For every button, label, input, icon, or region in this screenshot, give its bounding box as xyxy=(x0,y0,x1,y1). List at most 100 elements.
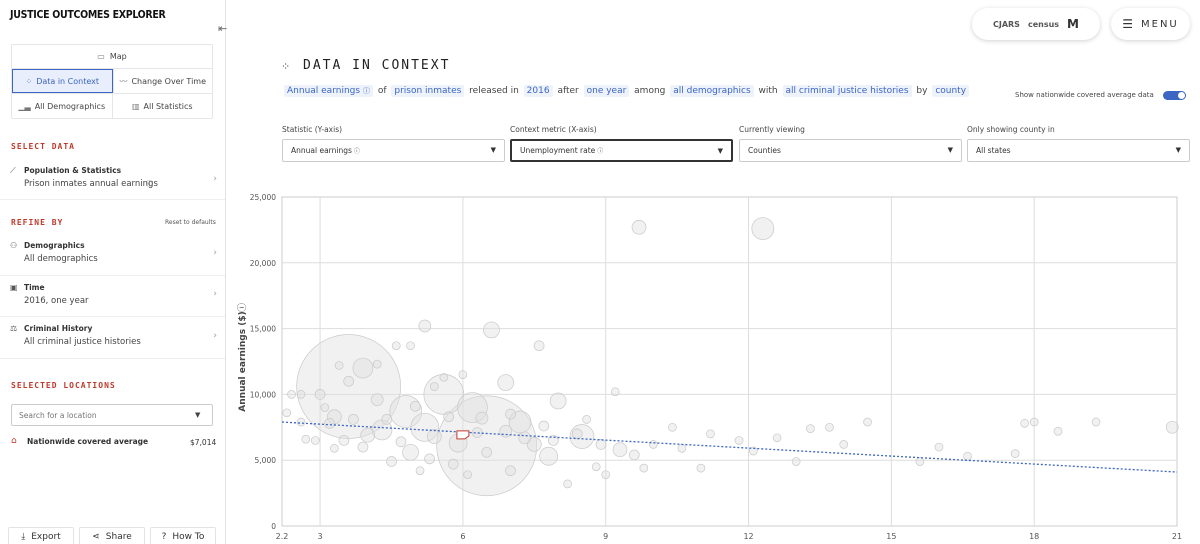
data-point xyxy=(424,453,435,465)
data-point xyxy=(409,400,421,412)
data-point xyxy=(352,357,374,379)
location-search-input[interactable] xyxy=(11,404,213,426)
state-filter-select[interactable]: All states ▼ xyxy=(967,139,1190,162)
export-button[interactable]: ⤓ Export xyxy=(8,527,74,544)
year-chip[interactable]: 2016 xyxy=(523,85,553,97)
viewing-select[interactable]: Counties ▼ xyxy=(739,139,962,162)
population-selector[interactable]: ⟋ Population & Statistics Prison inmates… xyxy=(0,158,225,200)
cjars-logo[interactable]: CJARS xyxy=(992,19,1020,29)
x-axis-value: Unemployment rate xyxy=(520,146,596,155)
data-point xyxy=(334,361,344,370)
nationwide-average-label: Nationwide covered average xyxy=(27,437,149,446)
data-point xyxy=(548,435,559,446)
histories-chip[interactable]: all criminal justice histories xyxy=(782,85,912,97)
how-to-button[interactable]: ? How To xyxy=(150,527,216,544)
map-mode-button[interactable]: ▭ Map xyxy=(12,45,212,69)
dropdown-caret-icon[interactable]: ▼ xyxy=(195,411,201,419)
reset-defaults-link[interactable]: Reset to defaults xyxy=(165,219,216,226)
data-point xyxy=(505,408,516,420)
data-point xyxy=(296,390,306,399)
data-point xyxy=(360,427,376,443)
data-point xyxy=(410,412,440,442)
demographics-value: All demographics xyxy=(24,254,98,264)
population-chip[interactable]: prison inmates xyxy=(391,85,465,97)
change-over-time-button[interactable]: 〰 Change Over Time xyxy=(112,69,213,93)
share-button[interactable]: ⋖ Share xyxy=(79,527,145,544)
metric-chip[interactable]: Annual earnings ⓘ xyxy=(284,85,373,97)
time-selector[interactable]: ▣ Time 2016, one year › xyxy=(0,276,225,317)
share-label: Share xyxy=(105,532,132,542)
scatter-icon: ⁘ xyxy=(25,76,33,86)
demographics-selector[interactable]: ⚇ Demographics All demographics › xyxy=(0,234,225,276)
data-point xyxy=(631,219,647,235)
criminal-history-selector[interactable]: ⚖ Criminal History All criminal justice … xyxy=(0,317,225,359)
data-point xyxy=(391,341,401,351)
ruler-icon: ⟋ xyxy=(10,166,16,175)
sentence-text: after xyxy=(557,86,579,96)
plot-area xyxy=(281,196,1178,527)
data-point xyxy=(320,403,330,412)
sidebar: JUSTICE OUTCOMES EXPLORER ⇤ ▭ Map ⁘ Data… xyxy=(0,0,228,544)
app-logo[interactable]: JUSTICE OUTCOMES EXPLORER xyxy=(10,9,166,21)
y-tick-label: 20,000 xyxy=(250,259,276,268)
y-axis-select[interactable]: Annual earnings ⓘ ▼ xyxy=(282,139,505,162)
census-logo[interactable]: census xyxy=(1027,19,1060,29)
x-tick-label: 15 xyxy=(886,532,896,541)
data-in-context-button[interactable]: ⁘ Data in Context xyxy=(12,69,113,93)
x-tick-label: 12 xyxy=(743,532,753,541)
data-point xyxy=(402,443,419,461)
y-tick-label: 25,000 xyxy=(250,193,276,202)
umich-logo[interactable]: M xyxy=(1067,17,1079,31)
map-mode-label: Map xyxy=(109,52,127,61)
data-point xyxy=(1053,426,1063,436)
chevron-right-icon: › xyxy=(213,331,217,341)
how-to-label: How To xyxy=(172,532,205,542)
x-axis-label: Context metric (X-axis) xyxy=(510,125,597,134)
nationwide-toggle[interactable] xyxy=(1163,91,1186,100)
menu-label: MENU xyxy=(1141,18,1179,30)
dropdown-caret-icon: ▼ xyxy=(1175,146,1181,154)
data-point xyxy=(863,417,872,427)
data-point xyxy=(436,395,538,497)
geo-chip[interactable]: county xyxy=(932,85,970,97)
data-point xyxy=(296,417,306,427)
data-point xyxy=(648,440,658,449)
all-statistics-button[interactable]: ▥ All Statistics xyxy=(111,94,213,119)
demographics-chip[interactable]: all demographics xyxy=(670,85,754,97)
all-demographics-label: All Demographics xyxy=(34,102,106,111)
data-point xyxy=(595,439,607,450)
menu-button[interactable]: ☰ MENU xyxy=(1111,8,1190,40)
data-point xyxy=(538,420,550,432)
x-axis-select[interactable]: Unemployment rate ⓘ ▼ xyxy=(510,139,733,162)
period-chip[interactable]: one year xyxy=(583,85,630,97)
nationwide-average-marker xyxy=(456,430,470,440)
info-icon: ⓘ xyxy=(237,303,248,312)
data-point xyxy=(395,436,407,448)
data-point xyxy=(571,428,583,440)
x-tick-label: 2.2 xyxy=(276,532,289,541)
all-demographics-button[interactable]: ▁▃ All Demographics xyxy=(12,94,112,119)
data-point xyxy=(418,319,432,333)
nationwide-toggle-label: Show nationwide covered average data xyxy=(1015,91,1154,99)
y-axis-label: Statistic (Y-axis) xyxy=(282,125,343,134)
sentence-text: among xyxy=(634,86,666,96)
data-point xyxy=(582,415,592,424)
y-tick-label: 0 xyxy=(271,522,276,531)
person-icon: ⚇ xyxy=(10,241,18,250)
bottom-actions: ⤓ Export ⋖ Share ? How To xyxy=(0,524,225,544)
line-chart-icon: 〰 xyxy=(119,76,128,86)
data-point xyxy=(1010,449,1020,458)
data-point xyxy=(426,429,442,444)
data-point xyxy=(601,470,611,480)
data-point xyxy=(448,458,459,470)
query-sentence: Annual earnings ⓘ of prison inmates rele… xyxy=(282,85,971,97)
data-point xyxy=(372,359,382,369)
info-icon: ⓘ xyxy=(353,148,360,155)
collapse-sidebar-icon[interactable]: ⇤ xyxy=(218,22,228,35)
data-point xyxy=(612,442,628,458)
dropdown-caret-icon: ▼ xyxy=(947,146,953,154)
data-point xyxy=(343,375,354,387)
data-point xyxy=(457,392,488,423)
x-tick-label: 21 xyxy=(1172,532,1182,541)
scatter-icon: ⁘ xyxy=(281,60,291,73)
